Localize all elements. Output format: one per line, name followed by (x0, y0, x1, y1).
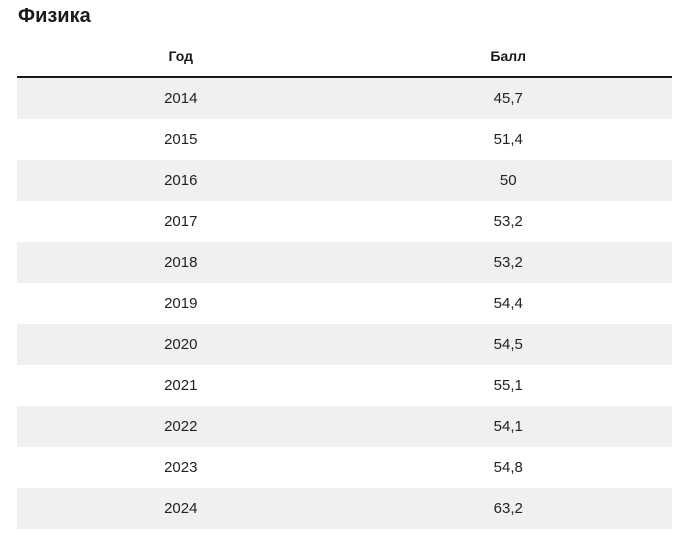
table-row: 2019 54,4 (17, 283, 672, 324)
score-cell: 54,1 (493, 418, 523, 435)
column-header-year: Год (168, 48, 194, 64)
table-row: 2024 63,2 (17, 488, 672, 529)
year-cell: 2016 (164, 172, 198, 189)
year-cell: 2017 (164, 213, 198, 230)
score-cell: 51,4 (493, 131, 523, 148)
score-cell: 53,2 (493, 254, 523, 271)
score-cell: 53,2 (493, 213, 523, 230)
score-cell: 50 (499, 172, 517, 189)
table-row: 2014 45,7 (17, 78, 672, 119)
table-row: 2015 51,4 (17, 119, 672, 160)
score-cell: 55,1 (493, 377, 523, 394)
table-row: 2016 50 (17, 160, 672, 201)
table-row: 2018 53,2 (17, 242, 672, 283)
score-cell: 63,2 (493, 500, 523, 517)
column-header-score: Балл (490, 48, 527, 64)
score-cell: 45,7 (493, 90, 523, 107)
table-header: Год Балл (17, 37, 672, 78)
year-cell: 2015 (164, 131, 198, 148)
table-row: 2017 53,2 (17, 201, 672, 242)
year-cell: 2020 (164, 336, 198, 353)
table-row: 2023 54,8 (17, 447, 672, 488)
year-cell: 2023 (164, 459, 198, 476)
year-cell: 2022 (164, 418, 198, 435)
score-cell: 54,4 (493, 295, 523, 312)
year-cell: 2019 (164, 295, 198, 312)
year-cell: 2018 (164, 254, 198, 271)
table-row: 2021 55,1 (17, 365, 672, 406)
table-row: 2020 54,5 (17, 324, 672, 365)
table-row: 2022 54,1 (17, 406, 672, 447)
scores-table: Год Балл 2014 45,7 2015 51,4 2016 50 201… (17, 37, 672, 529)
year-cell: 2024 (164, 500, 198, 517)
score-cell: 54,8 (493, 459, 523, 476)
table-body: 2014 45,7 2015 51,4 2016 50 2017 53,2 20… (17, 78, 672, 529)
score-cell: 54,5 (493, 336, 523, 353)
year-cell: 2021 (164, 377, 198, 394)
page-title: Физика (18, 5, 91, 27)
year-cell: 2014 (164, 90, 198, 107)
